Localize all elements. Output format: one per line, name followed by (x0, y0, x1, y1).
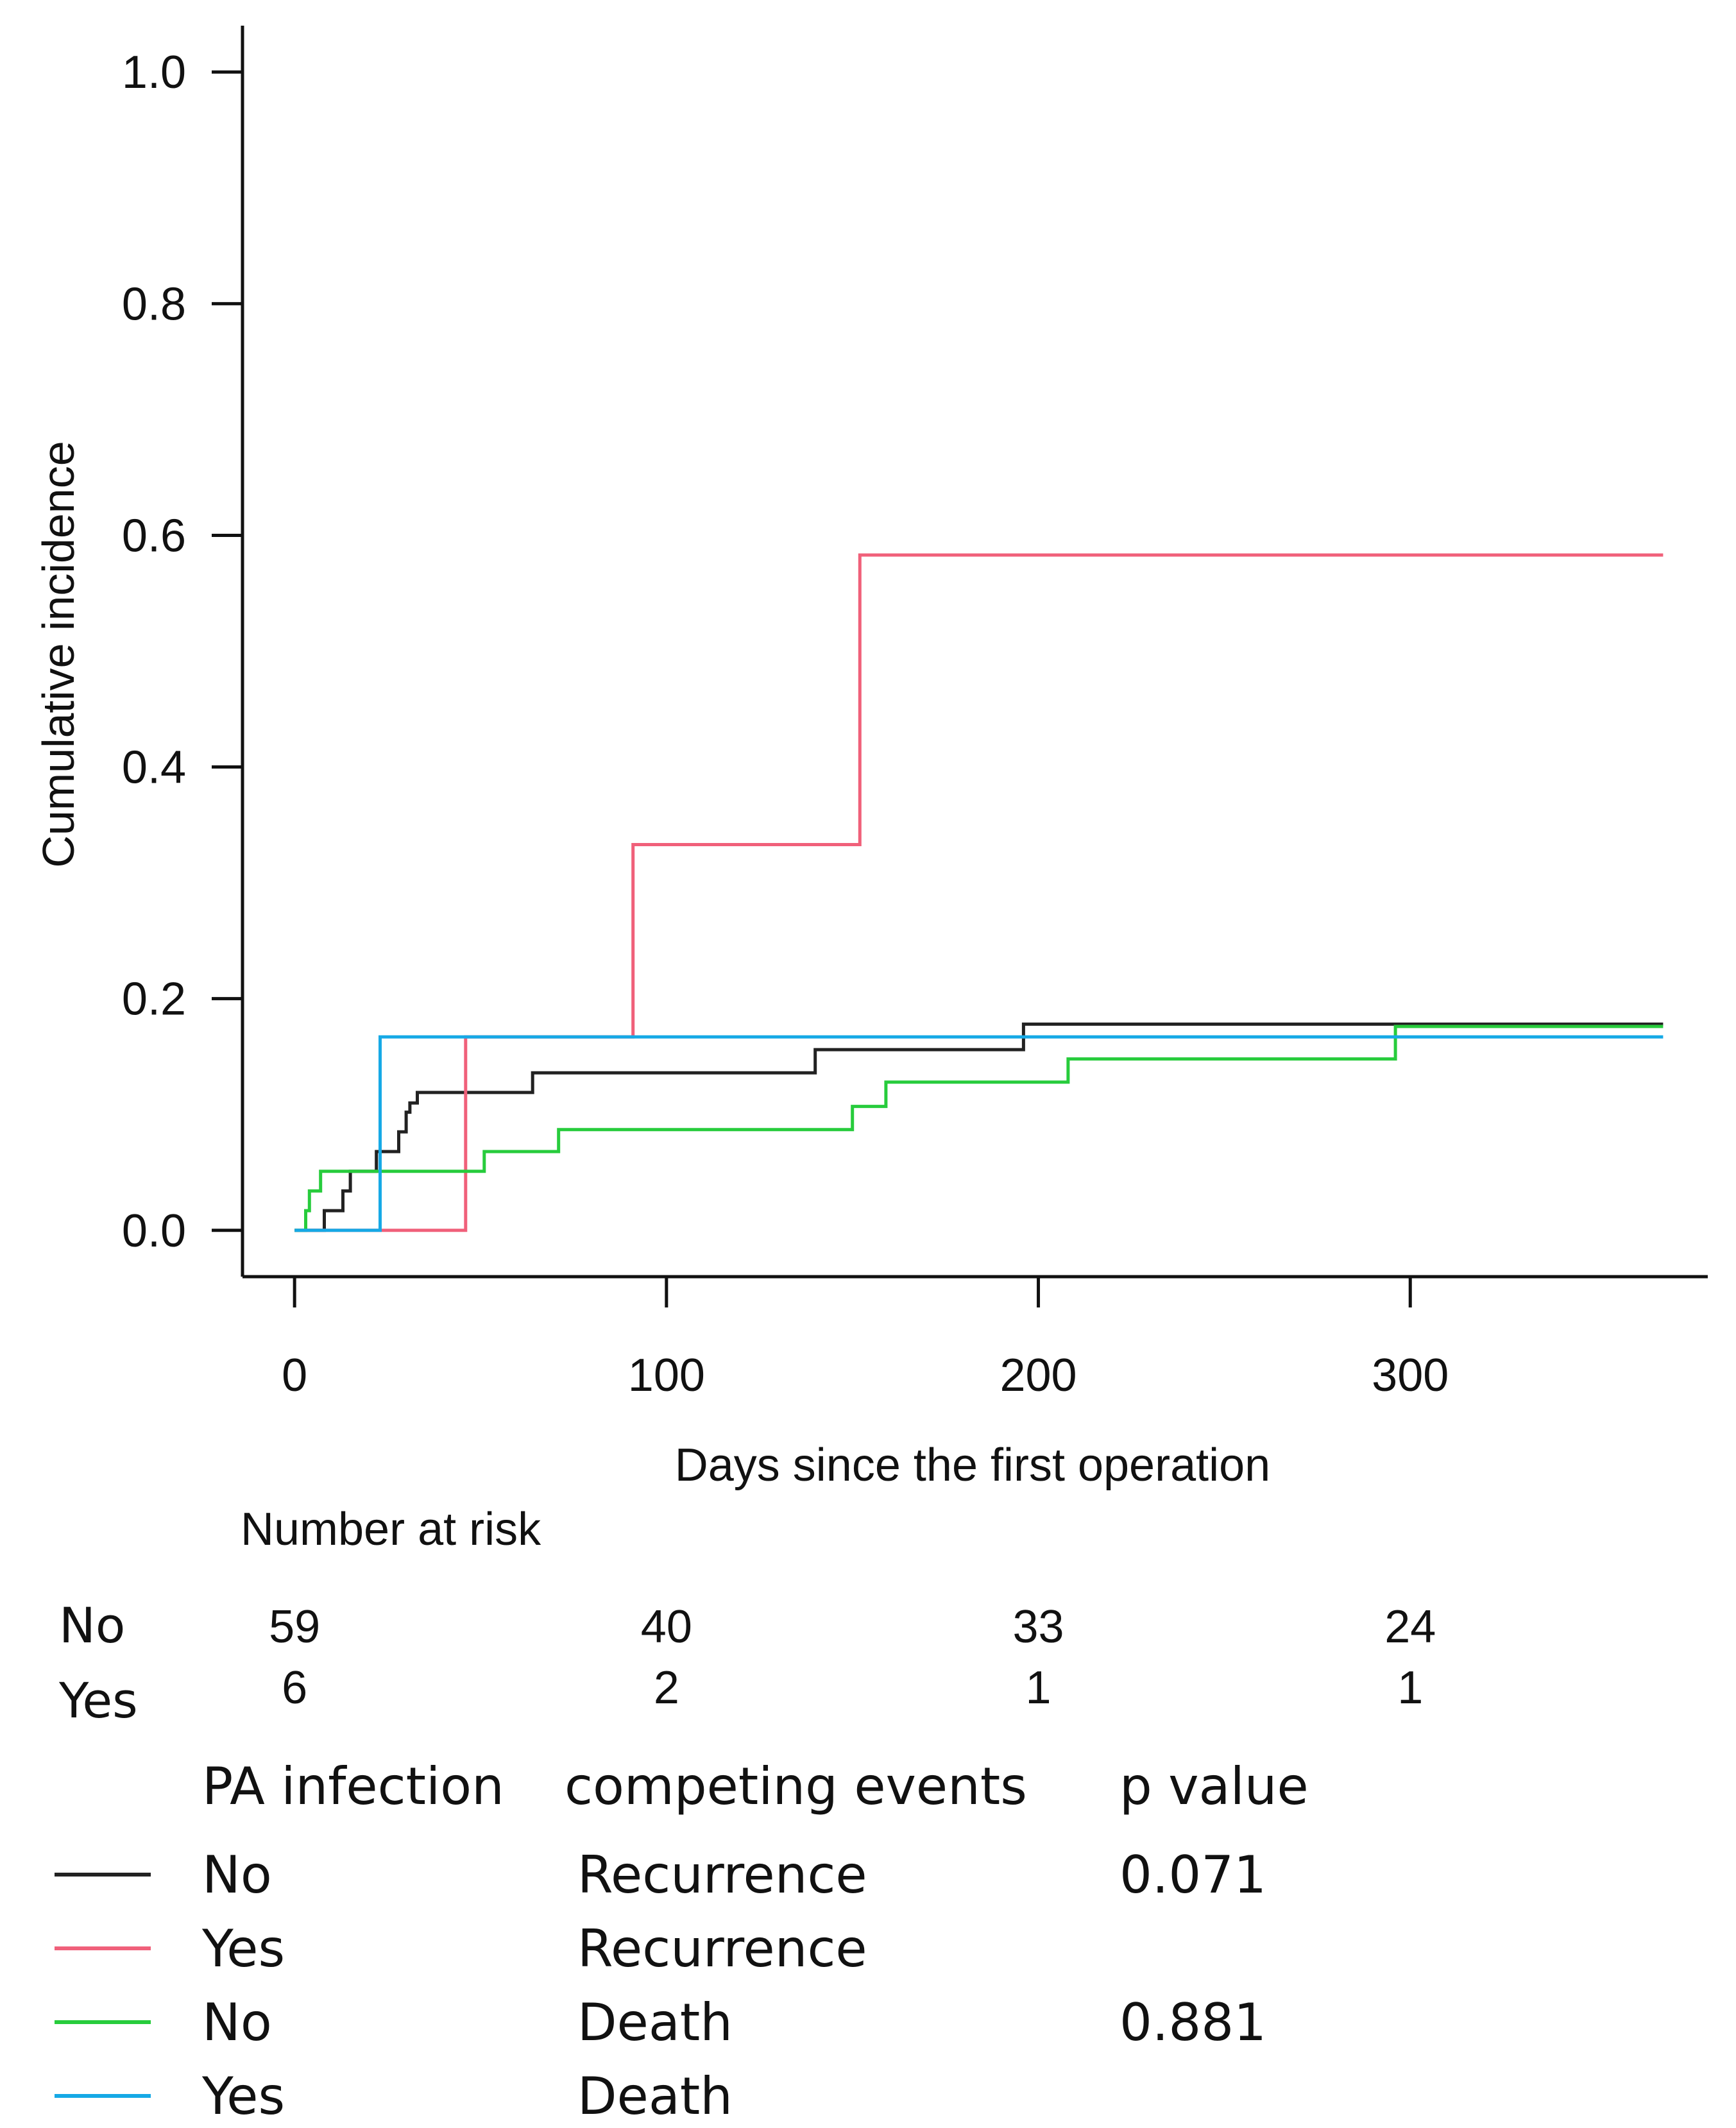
x-tick-label: 300 (1372, 1350, 1449, 1401)
legend-event: Death (577, 2066, 733, 2126)
y-tick-label: 0.6 (122, 510, 186, 561)
legend-pa-value: No (202, 1845, 272, 1905)
y-tick-label: 0.0 (122, 1205, 186, 1257)
legend-pa-value: No (202, 1993, 272, 2052)
risk-row-label: Yes (58, 1672, 138, 1729)
legend-pa-value: Yes (201, 2066, 285, 2126)
legend-event: Recurrence (577, 1919, 867, 1979)
y-axis-label: Cumulative incidence (33, 441, 83, 867)
risk-row-label: No (59, 1597, 125, 1654)
legend-header: PA infection (202, 1757, 504, 1816)
risk-count: 33 (1013, 1601, 1064, 1653)
legend-event: Death (577, 1993, 733, 2052)
y-tick-label: 0.4 (122, 742, 186, 794)
risk-table-title: Number at risk (241, 1504, 541, 1555)
risk-count: 24 (1384, 1601, 1436, 1653)
legend-event: Recurrence (577, 1845, 867, 1905)
series-layer (294, 553, 1664, 1232)
series-line-no-death (294, 1025, 1664, 1232)
risk-count: 1 (1026, 1662, 1051, 1714)
risk-count: 2 (654, 1662, 679, 1714)
legend-pa-value: Yes (201, 1919, 285, 1979)
legend: PA infection competing events p value No Rec… (55, 1757, 1309, 2126)
legend-p-value: 0.071 (1119, 1845, 1266, 1905)
x-tick-label: 0 (282, 1350, 307, 1401)
y-tick-label: 0.2 (122, 974, 186, 1025)
y-tick-label: 0.8 (122, 278, 186, 330)
series-line-yes-death (294, 1035, 1664, 1232)
series-line-no-recurrence (294, 1022, 1664, 1232)
legend-header: competing events (565, 1757, 1027, 1816)
y-tick-label: 1.0 (122, 47, 186, 98)
x-axis-ticks: 0 100 200 300 (282, 1277, 1449, 1401)
x-axis-label: Days since the first operation (675, 1440, 1270, 1491)
x-tick-label: 100 (628, 1350, 705, 1401)
legend-p-value: 0.881 (1119, 1993, 1266, 2052)
series-line-yes-recurrence (294, 553, 1664, 1232)
risk-table: No 59 40 33 24 Yes 6 2 1 1 (58, 1597, 1436, 1729)
legend-header: p value (1119, 1757, 1309, 1816)
risk-count: 1 (1397, 1662, 1423, 1714)
risk-count: 6 (282, 1662, 307, 1714)
x-tick-label: 200 (1000, 1350, 1076, 1401)
risk-count: 59 (269, 1601, 320, 1653)
y-axis-ticks: 0.0 0.2 0.4 0.6 0.8 1.0 (122, 47, 243, 1257)
risk-count: 40 (641, 1601, 692, 1653)
